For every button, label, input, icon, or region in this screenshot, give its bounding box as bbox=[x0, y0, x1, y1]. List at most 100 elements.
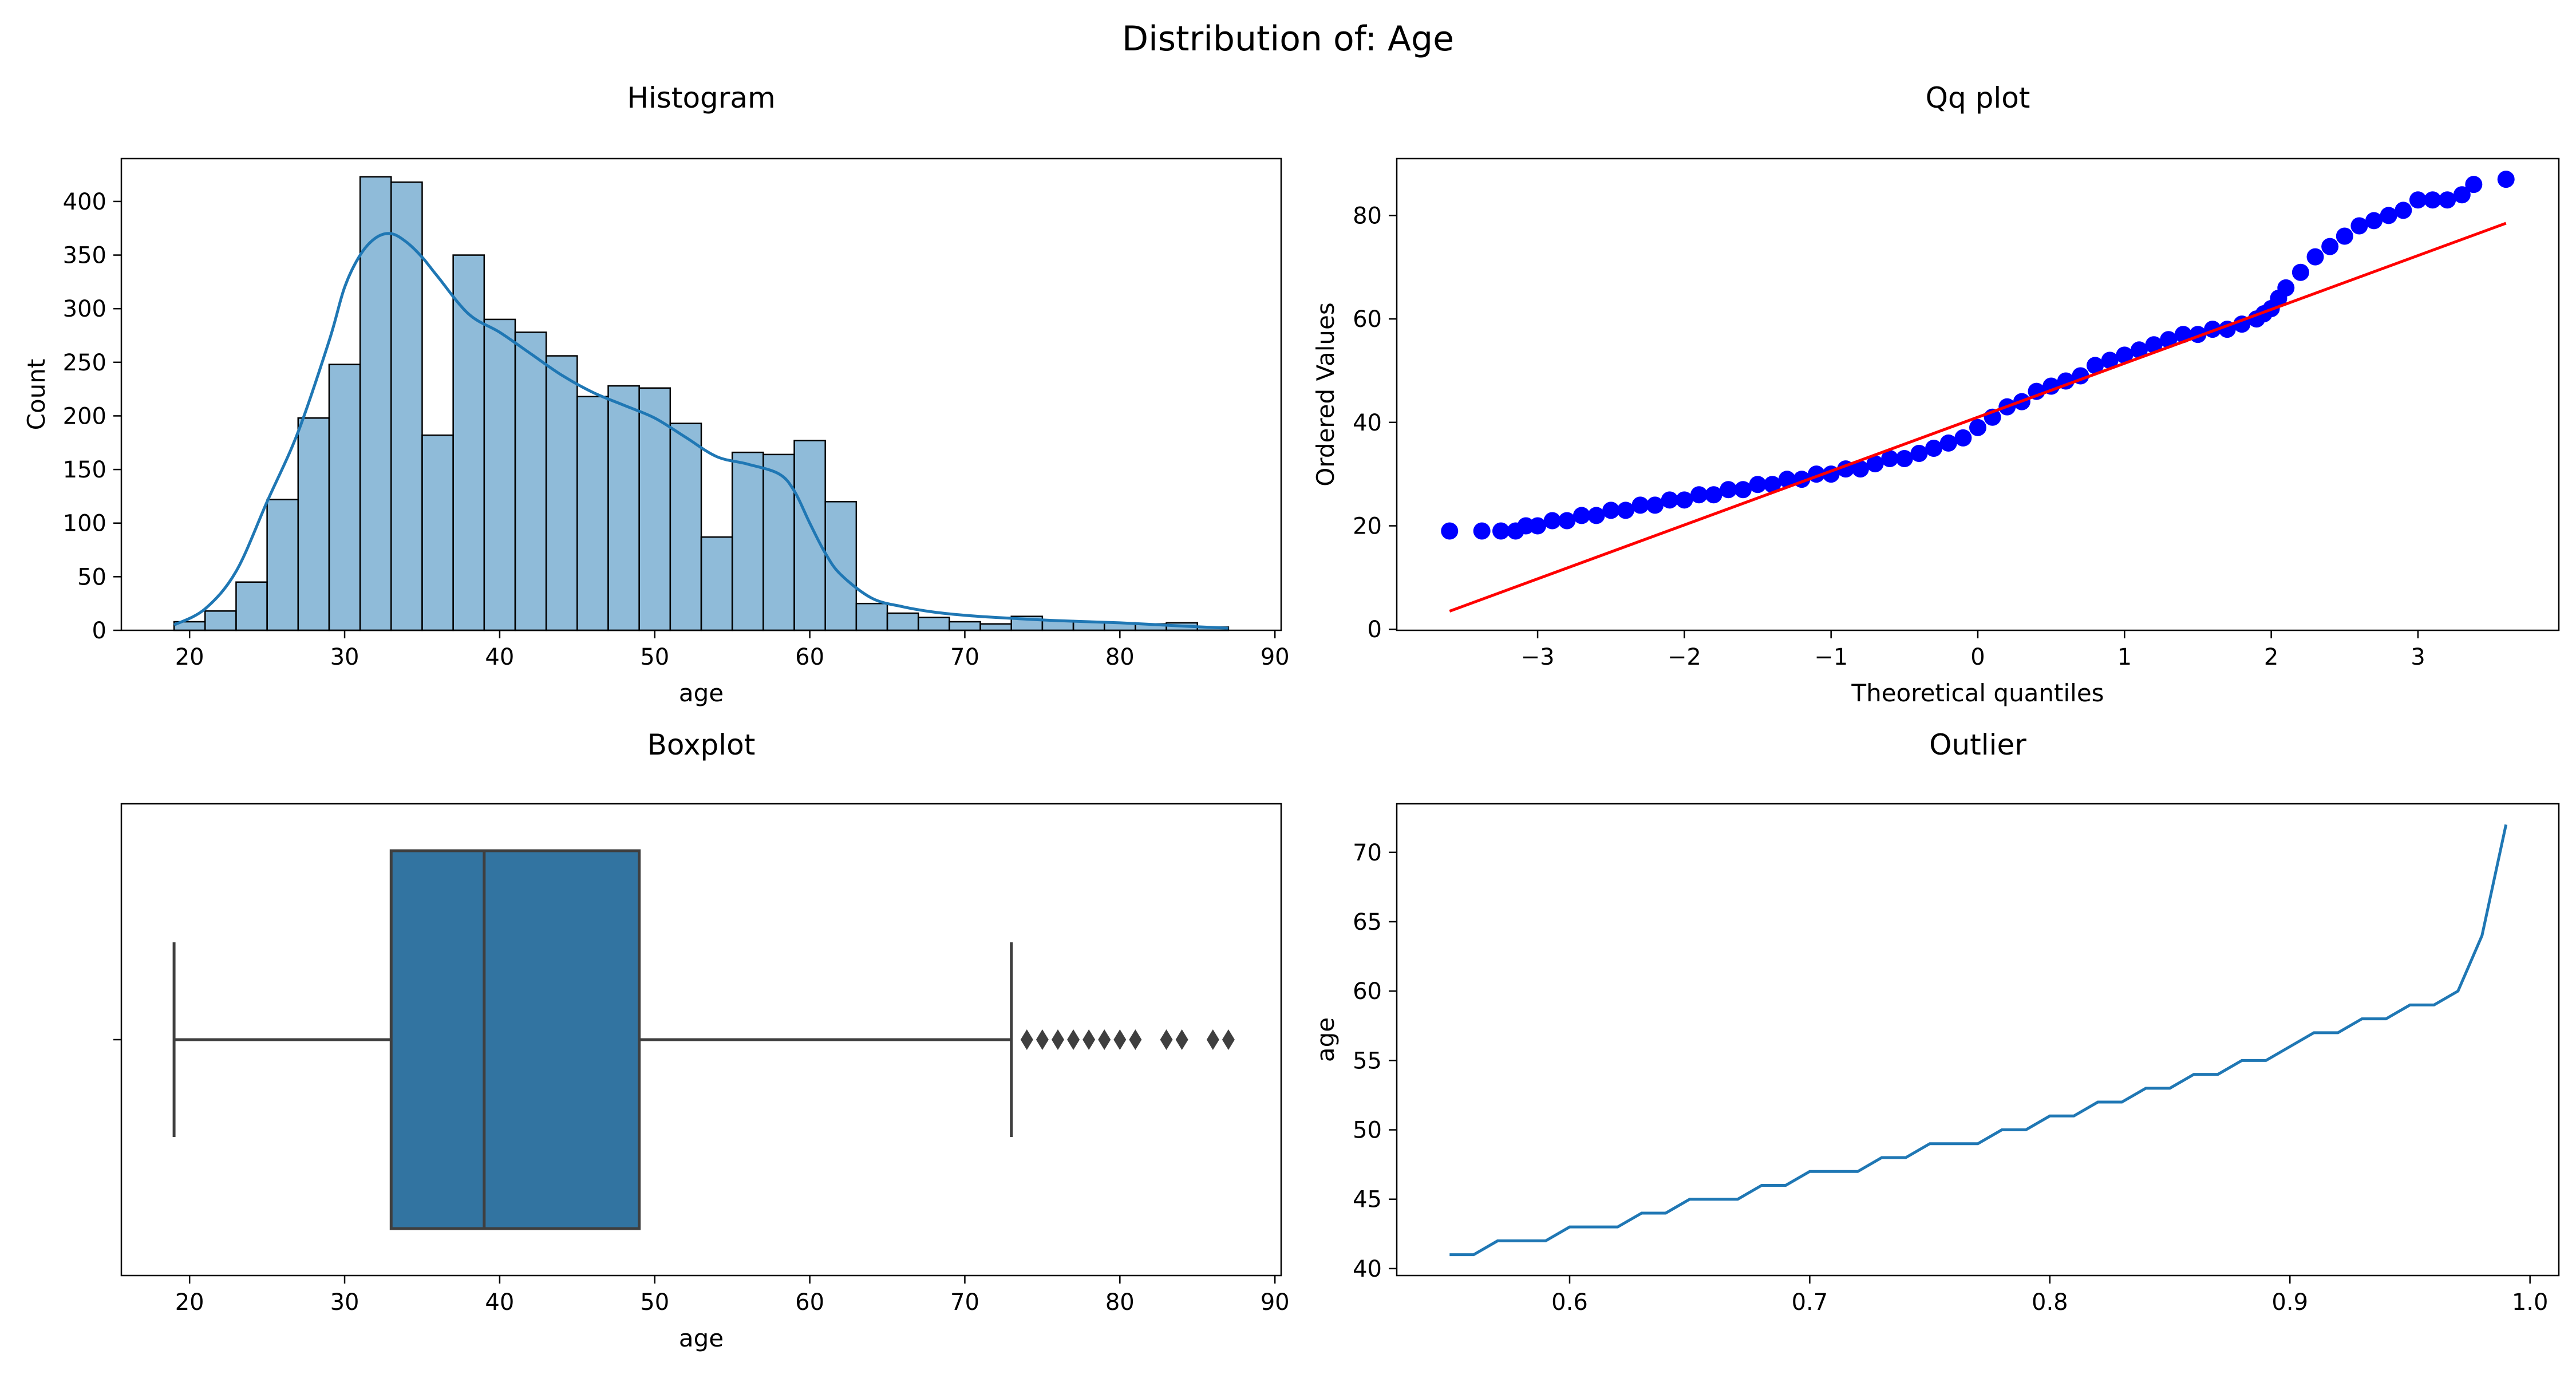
qq-xtick-label: −3 bbox=[1521, 644, 1555, 670]
qq-ytick-label: 20 bbox=[1353, 513, 1382, 539]
boxplot-flier bbox=[1160, 1029, 1173, 1050]
qq-point bbox=[2465, 176, 2483, 194]
qq-point bbox=[1910, 445, 1928, 462]
histogram-bar bbox=[731, 451, 764, 631]
outlier-title: Outlier bbox=[1929, 728, 2026, 761]
histogram-ytick-label: 0 bbox=[92, 618, 106, 644]
qq-xtick-label: 3 bbox=[2411, 644, 2425, 670]
qq-point bbox=[2336, 227, 2353, 245]
histogram-bar bbox=[700, 536, 733, 631]
boxplot-xtick-label: 30 bbox=[330, 1289, 359, 1316]
qq-point bbox=[1895, 450, 1913, 468]
qq-point bbox=[2101, 352, 2119, 369]
histogram-axes-frame bbox=[120, 157, 1282, 631]
boxplot-flier bbox=[1098, 1029, 1111, 1050]
qq-point bbox=[1543, 512, 1561, 530]
histogram-xtick-label: 80 bbox=[1105, 644, 1135, 670]
qq-xtick-label: 2 bbox=[2264, 644, 2278, 670]
boxplot-flier bbox=[1206, 1029, 1219, 1050]
histogram-bar bbox=[483, 318, 516, 631]
qq-point bbox=[1473, 522, 1491, 540]
qq-point bbox=[1602, 502, 1620, 519]
histogram-ytick-label: 50 bbox=[77, 564, 106, 590]
boxplot-title: Boxplot bbox=[647, 728, 756, 761]
outlier-xtick-label: 0.7 bbox=[1792, 1289, 1828, 1316]
outlier-panel: Outlier 0.6 0.7 0.8 0.9 1.0 40 45 50 55 60 65 70 ag… bbox=[1311, 728, 2560, 1316]
qq-point bbox=[2439, 191, 2456, 209]
qq-ylabel: Ordered Values bbox=[1311, 302, 1340, 487]
histogram-bar bbox=[979, 623, 1012, 631]
qq-point bbox=[2497, 171, 2515, 188]
outlier-line bbox=[1449, 824, 2508, 1257]
histogram-bar bbox=[297, 417, 330, 631]
histogram-bar bbox=[669, 423, 702, 631]
histogram-bar bbox=[793, 440, 826, 631]
qq-xlabel: Theoretical quantiles bbox=[1851, 679, 2104, 707]
outlier-xtick-label: 1.0 bbox=[2512, 1289, 2549, 1316]
qq-point bbox=[2087, 357, 2104, 374]
qq-point bbox=[1676, 491, 1693, 509]
outlier-ytick-label: 70 bbox=[1353, 840, 1382, 866]
histogram-bar bbox=[452, 254, 485, 631]
outlier-ytick-label: 45 bbox=[1353, 1187, 1382, 1213]
histogram-bar bbox=[855, 602, 888, 631]
qq-point bbox=[2395, 202, 2412, 219]
outlier-ytick-label: 55 bbox=[1353, 1048, 1382, 1074]
qq-point bbox=[1866, 455, 1884, 473]
boxplot-flier bbox=[1051, 1029, 1064, 1050]
histogram-kde-line bbox=[173, 232, 1229, 630]
qq-point bbox=[1492, 522, 1510, 540]
qq-point bbox=[2116, 346, 2134, 364]
outlier-ytick-label: 65 bbox=[1353, 909, 1382, 935]
qq-fit-line bbox=[1449, 222, 2507, 613]
histogram-ylabel: Count bbox=[22, 359, 50, 431]
qq-point bbox=[1705, 486, 1722, 504]
qq-point bbox=[1851, 460, 1869, 478]
qq-ytick-label: 60 bbox=[1353, 306, 1382, 333]
qq-panel: Qq plot −3 −2 −1 0 1 2 3 0 20 40 60 80 Theoretical … bbox=[1311, 81, 2560, 707]
boxplot-flier bbox=[1020, 1029, 1033, 1050]
histogram-title: Histogram bbox=[627, 81, 775, 114]
qq-point bbox=[1969, 418, 1986, 436]
histogram-bar bbox=[886, 612, 919, 631]
boxplot-flier bbox=[1129, 1029, 1142, 1050]
qq-point bbox=[2306, 248, 2324, 266]
qq-point bbox=[2350, 217, 2368, 235]
boxplot-xlabel: age bbox=[679, 1324, 724, 1352]
histogram-bar bbox=[204, 610, 237, 631]
histogram-bar bbox=[266, 499, 299, 631]
histogram-xtick-label: 20 bbox=[175, 644, 204, 670]
qq-point bbox=[1573, 507, 1590, 524]
qq-point bbox=[1558, 512, 1576, 530]
qq-point bbox=[1925, 439, 1943, 457]
histogram-bar bbox=[638, 387, 671, 631]
boxplot-xtick-label: 40 bbox=[485, 1289, 514, 1316]
histogram-bar bbox=[545, 355, 578, 631]
qq-point bbox=[1939, 434, 1957, 452]
histogram-bar bbox=[824, 501, 858, 631]
qq-axes-frame bbox=[1396, 157, 2560, 631]
qq-point bbox=[2365, 212, 2383, 230]
boxplot-flier bbox=[1175, 1029, 1188, 1050]
histogram-bar bbox=[949, 621, 981, 631]
histogram-bar bbox=[390, 181, 423, 631]
outlier-ytick-label: 40 bbox=[1353, 1256, 1382, 1282]
outlier-xtick-label: 0.6 bbox=[1551, 1289, 1588, 1316]
qq-point bbox=[1954, 429, 1972, 447]
boxplot-xtick-label: 20 bbox=[175, 1289, 204, 1316]
qq-point bbox=[1529, 517, 1547, 535]
histogram-ytick-label: 200 bbox=[63, 403, 106, 429]
histogram-bar bbox=[421, 434, 454, 631]
boxplot-flier bbox=[1113, 1029, 1127, 1050]
qq-point bbox=[1720, 481, 1737, 499]
histogram-ytick-label: 100 bbox=[63, 511, 106, 537]
qq-point bbox=[2160, 331, 2178, 349]
qq-point bbox=[2291, 263, 2309, 281]
qq-point bbox=[1646, 496, 1664, 514]
boxplot-axes-frame bbox=[120, 803, 1282, 1277]
histogram-xtick-label: 70 bbox=[950, 644, 979, 670]
qq-point bbox=[2321, 238, 2339, 255]
histogram-bar bbox=[514, 331, 547, 631]
qq-point bbox=[1661, 491, 1678, 509]
histogram-bar bbox=[359, 176, 392, 631]
